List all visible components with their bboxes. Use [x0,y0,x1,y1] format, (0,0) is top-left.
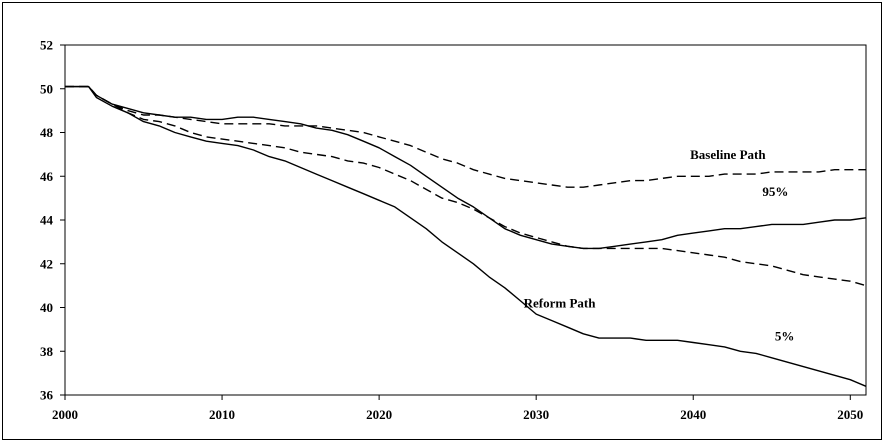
y-tick-label: 46 [40,169,54,184]
chart-series-group [65,85,867,387]
plot-area-border [64,44,867,396]
annotation-label: Baseline Path [690,147,766,162]
series-line-4-dashed [65,85,867,287]
series-line-1-solid [65,85,867,250]
x-tick-label: 2000 [52,407,78,422]
x-tick-label: 2020 [366,407,392,422]
y-tick-label: 48 [40,125,54,140]
y-tick-label: 38 [40,344,54,359]
annotation-label: 5% [775,328,795,343]
y-tick-label: 50 [40,81,53,96]
x-tick-label: 2030 [523,407,549,422]
series-line-2-solid [65,85,867,387]
chart-annotations: Baseline Path 95% Reform Path 5% [524,147,795,344]
annotation-label: 95% [762,184,788,199]
y-tick-label: 36 [40,388,54,403]
annotation-label: Reform Path [524,296,597,311]
y-tick-label: 40 [40,300,53,315]
y-tick-label: 44 [40,213,54,228]
x-tick-label: 2010 [209,407,235,422]
series-line-3-dashed [65,85,866,188]
chart-frame [2,2,882,440]
y-tick-label: 52 [40,38,53,53]
x-tick-label: 2050 [837,407,863,422]
y-tick-label: 42 [40,256,53,271]
x-tick-label: 2040 [680,407,706,422]
chart-axes: 36 38 40 42 44 46 48 50 52 2000 2010 2020 2030 2040 20… [40,38,867,422]
